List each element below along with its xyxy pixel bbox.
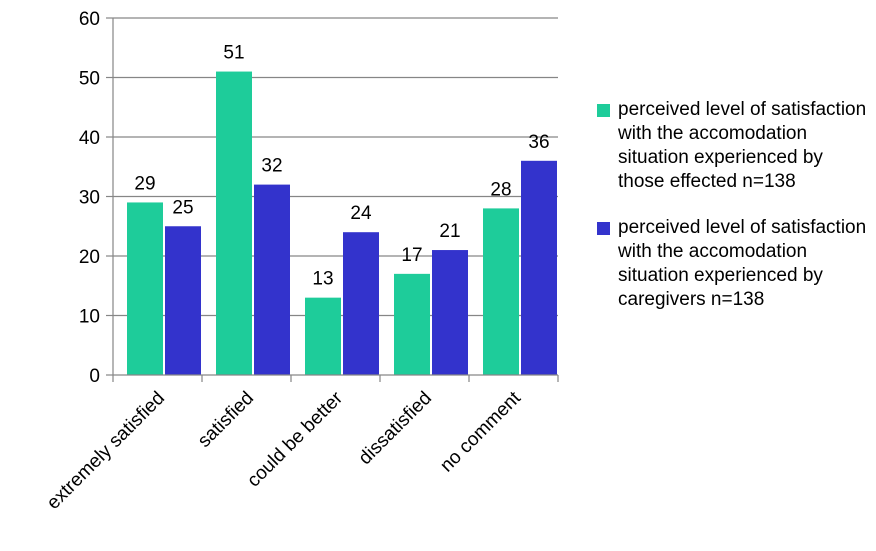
bar — [216, 72, 252, 375]
y-tick-label: 0 — [89, 366, 100, 387]
bar — [254, 185, 290, 375]
data-label: 21 — [439, 221, 460, 242]
y-tick-label: 60 — [79, 9, 100, 30]
y-tick-label: 10 — [79, 307, 100, 328]
bars — [127, 72, 557, 375]
data-label: 25 — [172, 197, 193, 218]
y-tick-label: 50 — [79, 69, 100, 90]
legend: perceived level of satisfaction with the… — [597, 98, 872, 334]
legend-item-series-2: perceived level of satisfaction with the… — [597, 216, 872, 312]
data-label: 29 — [134, 173, 155, 194]
y-tick-label: 20 — [79, 247, 100, 268]
bar — [305, 298, 341, 375]
bar — [432, 250, 468, 375]
y-axis: 0 10 20 30 40 50 60 — [79, 9, 113, 387]
x-tick-label: satisfied — [194, 388, 258, 452]
bar — [127, 202, 163, 375]
data-label: 17 — [401, 245, 422, 266]
legend-label-series-2: perceived level of satisfaction with the… — [618, 217, 866, 310]
bar — [521, 161, 557, 375]
bar — [394, 274, 430, 375]
legend-item-series-1: perceived level of satisfaction with the… — [597, 98, 872, 194]
data-label: 36 — [528, 132, 549, 153]
x-tick-label: could be better — [243, 387, 347, 491]
x-tick-label: extremely satisfied — [43, 388, 169, 514]
y-tick-label: 30 — [79, 188, 100, 209]
bar — [343, 232, 379, 375]
bar — [165, 226, 201, 375]
bar — [483, 208, 519, 375]
legend-swatch-series-2 — [597, 222, 610, 235]
data-label: 24 — [350, 203, 372, 224]
data-label: 32 — [261, 156, 282, 177]
data-label: 28 — [490, 179, 511, 200]
data-label: 51 — [223, 43, 244, 64]
x-tick-label: dissatisfied — [355, 388, 436, 469]
x-tick-label: no comment — [436, 387, 525, 476]
legend-swatch-series-1 — [597, 104, 610, 117]
data-label: 13 — [312, 269, 333, 290]
legend-label-series-1: perceived level of satisfaction with the… — [618, 99, 866, 192]
y-tick-label: 40 — [79, 128, 100, 149]
